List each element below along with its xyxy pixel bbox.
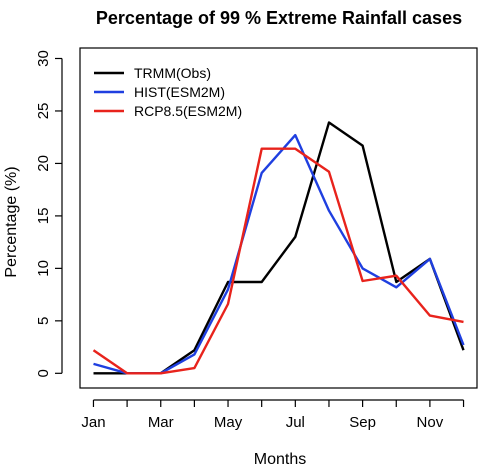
chart-title: Percentage of 99 % Extreme Rainfall case… — [96, 8, 462, 28]
series-line-2 — [93, 133, 465, 375]
y-axis-title: Percentage (%) — [3, 166, 20, 277]
plot-border — [79, 47, 478, 389]
y-tick-label: 0 — [35, 369, 52, 377]
legend: TRMM(Obs) HIST(ESM2M) RCP8.5(ESM2M) — [94, 65, 242, 119]
y-tick-label: 15 — [35, 208, 52, 225]
x-tick-label: Mar — [148, 414, 174, 431]
x-tick-label: Jul — [286, 414, 305, 431]
y-tick-label: 5 — [35, 317, 52, 325]
x-axis-title: Months — [254, 451, 306, 468]
y-tick-label: 10 — [35, 260, 52, 277]
x-tick-label: Sep — [349, 414, 376, 431]
plot-frame — [79, 47, 478, 389]
axes: 0 5 10 15 20 25 30 Jan Mar May Jul Sep Nov — [35, 50, 465, 431]
x-tick-label: Jan — [81, 414, 105, 431]
series-line-1 — [93, 121, 465, 375]
y-tick-label: 25 — [35, 103, 52, 120]
x-tick-label: May — [214, 414, 243, 431]
legend-label-3: RCP8.5(ESM2M) — [134, 103, 242, 119]
legend-label-1: TRMM(Obs) — [134, 65, 211, 81]
series-lines — [92, 121, 465, 375]
series-line-3 — [92, 147, 464, 375]
y-tick-label: 20 — [35, 155, 52, 172]
legend-label-2: HIST(ESM2M) — [134, 84, 225, 100]
y-tick-label: 30 — [35, 50, 52, 67]
x-tick-label: Nov — [417, 414, 444, 431]
